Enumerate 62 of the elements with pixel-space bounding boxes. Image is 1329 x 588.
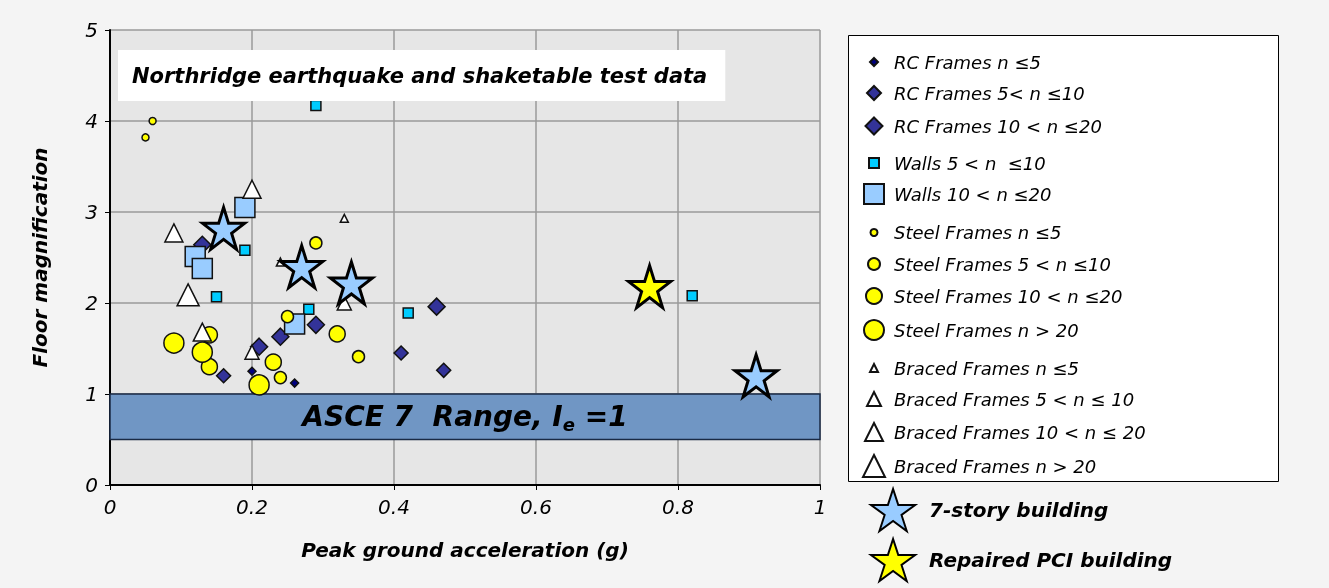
- point: [148, 116, 157, 126]
- y-tick-label: 0: [85, 473, 98, 497]
- y-tick-label: 3: [85, 200, 98, 224]
- legend-label: Walls 5 < n ≤10: [894, 152, 1046, 174]
- point: [242, 179, 262, 199]
- point: [210, 290, 223, 303]
- point: [247, 366, 257, 376]
- point: [351, 349, 366, 364]
- point: [234, 196, 256, 219]
- point: [141, 133, 150, 142]
- point: [164, 223, 184, 243]
- point: [289, 378, 300, 388]
- point: [303, 303, 315, 316]
- point: [427, 297, 446, 316]
- legend-label: 7-story building: [929, 498, 1109, 522]
- legend-label: Braced Frames 10 < n ≤ 20: [894, 421, 1146, 443]
- point: [435, 362, 452, 379]
- point: [264, 353, 283, 371]
- x-tick-label: 0.2: [236, 495, 268, 519]
- legend-label: Steel Frames n ≤5: [894, 222, 1062, 243]
- point: [191, 257, 214, 280]
- point: [393, 345, 409, 361]
- point: [191, 341, 214, 363]
- y-tick-label: 5: [85, 18, 98, 42]
- point: [215, 368, 232, 384]
- point: [248, 374, 270, 396]
- point: [686, 289, 698, 302]
- legend-label: Walls 10 < n ≤20: [894, 183, 1052, 205]
- x-tick-label: 0.6: [520, 495, 552, 519]
- legend-label: Steel Frames 5 < n ≤10: [894, 253, 1111, 275]
- legend-label: RC Frames 10 < n ≤20: [894, 115, 1102, 137]
- x-tick-label: 1: [813, 495, 827, 519]
- point: [239, 244, 251, 256]
- legend-label: Braced Frames n > 20: [894, 455, 1097, 477]
- legend-label: Braced Frames n ≤5: [894, 357, 1080, 379]
- point: [192, 322, 213, 342]
- legend-label: RC Frames n ≤5: [894, 51, 1041, 73]
- x-tick-label: 0.8: [662, 495, 694, 519]
- y-tick-label: 2: [85, 291, 98, 315]
- point: [402, 307, 414, 319]
- y-tick-label: 4: [85, 109, 98, 133]
- legend-label: Steel Frames 10 < n ≤20: [894, 285, 1123, 307]
- x-axis-title: Peak ground acceleration (g): [301, 538, 629, 562]
- annotation: Northridge earthquake and shaketable test data: [132, 63, 708, 88]
- point: [328, 325, 346, 343]
- legend-label: Braced Frames 5 < n ≤ 10: [894, 388, 1135, 410]
- point: [309, 236, 323, 250]
- point: [163, 332, 185, 354]
- legend-label: Repaired PCI building: [929, 548, 1173, 572]
- point: [306, 315, 326, 335]
- x-tick-label: 0: [103, 495, 117, 519]
- point: [244, 344, 260, 360]
- point: [273, 370, 288, 385]
- x-tick-label: 0.4: [378, 495, 410, 519]
- y-tick-label: 1: [85, 382, 98, 406]
- point: [339, 213, 350, 224]
- y-axis-title: Floor magnification: [28, 147, 52, 368]
- point: [200, 357, 219, 376]
- legend-label: RC Frames 5< n ≤10: [894, 82, 1085, 104]
- point: [271, 327, 290, 346]
- legend-label: Steel Frames n > 20: [894, 319, 1079, 341]
- point: [176, 283, 200, 307]
